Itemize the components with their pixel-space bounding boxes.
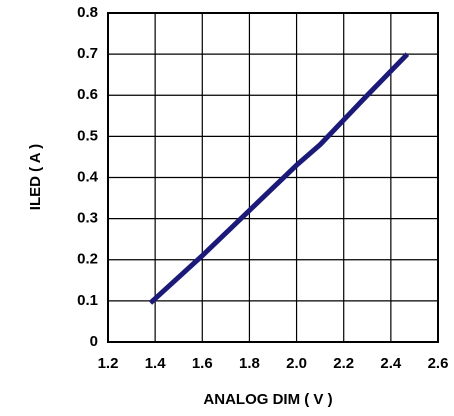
- x-tick-label: 1.8: [239, 355, 260, 372]
- x-axis-label: ANALOG DIM ( V ): [203, 391, 332, 408]
- x-tick-label: 2.2: [333, 355, 354, 372]
- y-tick-label: 0.6: [77, 86, 98, 103]
- y-tick-label: 0.4: [77, 168, 99, 185]
- x-tick-label: 1.4: [145, 355, 167, 372]
- y-tick-label: 0.1: [77, 292, 98, 309]
- y-tick-label: 0.5: [77, 127, 98, 144]
- x-tick-label: 1.6: [192, 355, 213, 372]
- y-tick-label: 0.2: [77, 251, 98, 268]
- y-tick-label: 0.8: [77, 4, 98, 21]
- plot-frame: [107, 12, 439, 343]
- data-line: [148, 52, 410, 305]
- x-tick-label: 2.0: [286, 355, 307, 372]
- y-tick-label: 0: [90, 333, 98, 350]
- x-tick-label: 1.2: [98, 355, 119, 372]
- x-tick-label: 2.4: [380, 355, 402, 372]
- x-tick-label: 2.6: [428, 355, 449, 372]
- y-tick-label: 0.7: [77, 45, 98, 62]
- y-tick-label: 0.3: [77, 210, 98, 227]
- y-axis-label: ILED ( A ): [27, 144, 44, 210]
